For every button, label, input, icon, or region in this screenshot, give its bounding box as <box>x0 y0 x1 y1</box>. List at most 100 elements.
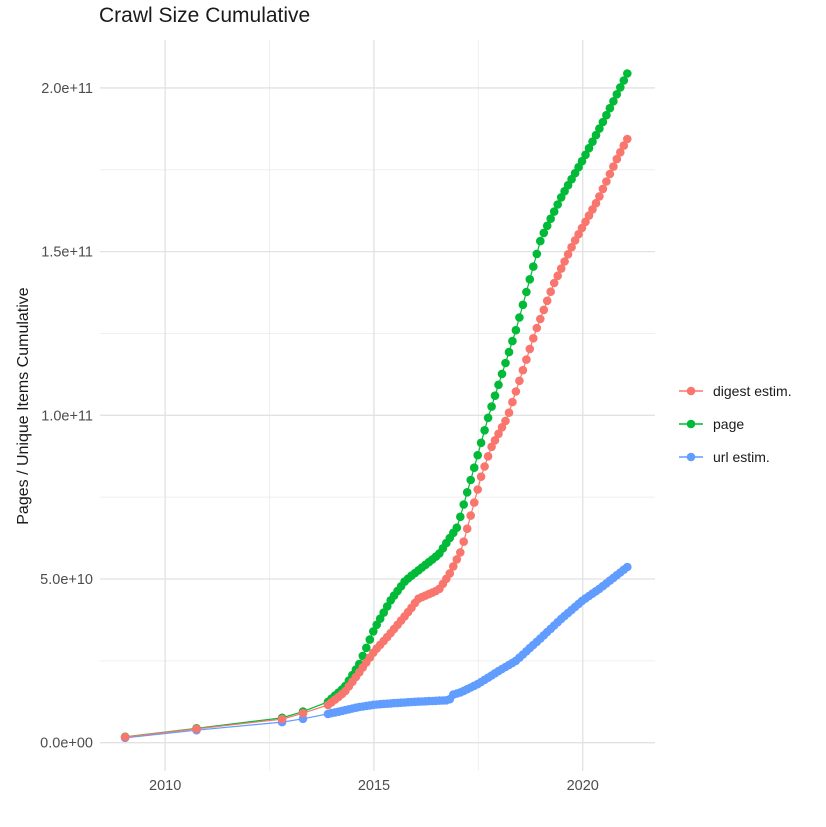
data-point <box>459 500 469 509</box>
data-point <box>459 537 469 546</box>
data-point <box>546 287 555 297</box>
data-point <box>536 236 545 246</box>
legend-label-url: url estim. <box>713 448 770 465</box>
data-point <box>609 162 618 171</box>
data-point <box>560 257 569 266</box>
data-point <box>623 562 632 572</box>
data-point <box>469 498 479 507</box>
data-point <box>598 184 608 194</box>
data-point <box>456 548 465 557</box>
data-point <box>501 358 510 368</box>
data-point <box>591 130 601 140</box>
data-point <box>508 336 517 346</box>
series-line-page <box>125 73 628 738</box>
data-point <box>494 380 503 390</box>
legend-label-digest: digest estim. <box>713 382 792 399</box>
data-point <box>480 462 489 471</box>
x-tick-label: 2015 <box>358 778 390 794</box>
data-point <box>542 221 552 231</box>
data-point <box>602 177 611 186</box>
data-point <box>605 103 615 113</box>
data-point <box>508 397 517 407</box>
data-point <box>511 387 521 396</box>
y-tick-label: 1.0e+11 <box>41 408 93 424</box>
data-point <box>504 408 514 418</box>
data-point <box>598 117 608 127</box>
data-point <box>602 110 611 120</box>
legend-key-url-icon <box>679 452 703 461</box>
data-point <box>362 643 371 653</box>
data-point <box>542 296 552 306</box>
data-point <box>623 134 632 144</box>
data-point <box>192 724 201 734</box>
data-point <box>358 651 368 661</box>
data-point <box>487 402 496 411</box>
data-point <box>518 300 528 310</box>
data-point <box>515 376 524 386</box>
data-point <box>120 732 130 742</box>
y-tick-label: 2.0e+11 <box>41 81 93 97</box>
data-point <box>490 391 500 401</box>
legend-item-url: url estim. <box>678 440 792 473</box>
data-point <box>549 207 559 216</box>
data-point <box>369 627 378 636</box>
data-point <box>553 271 562 281</box>
legend: digest estim. page url estim. <box>678 374 792 473</box>
data-point <box>452 523 462 532</box>
data-point <box>616 83 625 92</box>
data-point <box>588 137 597 146</box>
data-point <box>619 76 629 85</box>
data-point <box>504 347 514 357</box>
data-point <box>497 369 507 379</box>
y-tick-label: 1.5e+11 <box>41 245 93 261</box>
data-point <box>365 635 375 644</box>
data-point <box>532 249 542 259</box>
data-point <box>487 442 496 452</box>
legend-key-digest-icon <box>679 386 703 395</box>
data-point <box>518 365 528 375</box>
data-point <box>501 416 510 426</box>
data-point <box>298 708 308 718</box>
legend-item-digest: digest estim. <box>678 374 792 407</box>
data-point <box>522 287 531 297</box>
x-tick-label: 2010 <box>149 778 181 794</box>
data-point <box>556 264 566 273</box>
data-point <box>483 452 493 461</box>
data-point <box>452 555 462 564</box>
data-point <box>480 426 489 435</box>
data-point <box>549 278 559 288</box>
data-point <box>511 325 521 335</box>
y-tick-label: 0.0e+00 <box>40 736 93 752</box>
data-point <box>466 475 476 485</box>
data-point <box>469 463 479 473</box>
data-point <box>494 429 503 439</box>
data-point <box>609 97 618 106</box>
data-point <box>591 198 601 208</box>
data-point <box>529 262 538 271</box>
data-point <box>497 423 507 432</box>
data-point <box>529 334 538 343</box>
data-point <box>567 242 576 252</box>
data-point <box>595 124 604 133</box>
data-point <box>584 143 594 153</box>
data-point <box>616 148 625 157</box>
data-point <box>462 488 472 497</box>
data-point <box>546 214 555 223</box>
data-point <box>445 569 455 578</box>
data-point <box>449 562 458 571</box>
data-point <box>612 90 622 99</box>
data-point <box>536 314 545 324</box>
data-point <box>473 450 483 460</box>
data-point <box>490 436 500 445</box>
data-point <box>476 438 486 448</box>
data-point <box>277 714 287 724</box>
data-point <box>522 355 531 364</box>
legend-label-page: page <box>713 415 745 432</box>
data-point <box>577 156 587 166</box>
data-point <box>612 154 622 164</box>
data-point <box>525 275 535 284</box>
data-point <box>563 250 573 259</box>
data-point <box>595 192 604 201</box>
legend-key-page-icon <box>679 419 703 428</box>
